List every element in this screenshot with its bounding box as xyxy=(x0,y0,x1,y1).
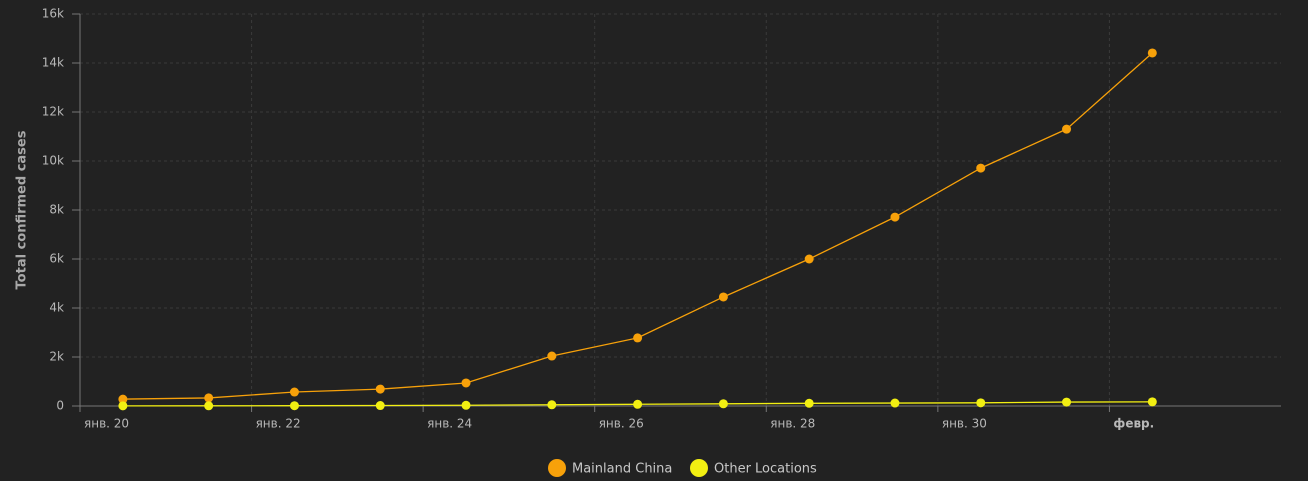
y-tick-label: 14k xyxy=(42,56,64,70)
point xyxy=(118,394,128,404)
point xyxy=(289,401,299,411)
legend-marker xyxy=(548,459,566,477)
point xyxy=(804,254,814,264)
y-tick-label: 16k xyxy=(42,7,64,21)
point xyxy=(547,400,557,410)
y-tick-label: 4k xyxy=(49,301,64,315)
point xyxy=(633,333,643,343)
y-tick-label: 0 xyxy=(56,399,64,413)
point xyxy=(976,163,986,173)
x-tick-label: янв. 28 xyxy=(770,417,815,431)
point xyxy=(375,384,385,394)
x-tick-label: янв. 22 xyxy=(256,417,301,431)
y-tick-label: 8k xyxy=(49,203,64,217)
point xyxy=(204,393,214,403)
y-tick-label: 10k xyxy=(42,154,64,168)
point xyxy=(1147,48,1157,58)
point xyxy=(718,399,728,409)
point xyxy=(375,401,385,411)
y-tick-label: 12k xyxy=(42,105,64,119)
point xyxy=(1062,397,1072,407)
point xyxy=(804,398,814,408)
point xyxy=(461,400,471,410)
point xyxy=(289,387,299,397)
x-tick-label: янв. 20 xyxy=(84,417,129,431)
series-line xyxy=(122,52,1153,400)
point xyxy=(547,351,557,361)
point xyxy=(204,401,214,411)
y-tick-label: 2k xyxy=(49,350,64,364)
point xyxy=(1147,397,1157,407)
point xyxy=(890,212,900,222)
x-tick-label: янв. 24 xyxy=(427,417,472,431)
point xyxy=(1062,124,1072,134)
x-tick-label: янв. 26 xyxy=(599,417,644,431)
y-tick-label: 6k xyxy=(49,252,64,266)
legend-marker xyxy=(690,459,708,477)
x-tick-label: февр. xyxy=(1113,417,1154,431)
legend-label: Other Locations xyxy=(714,462,817,477)
point xyxy=(718,292,728,302)
point xyxy=(461,378,471,388)
legend-label: Mainland China xyxy=(572,462,672,477)
point xyxy=(976,398,986,408)
point xyxy=(118,401,128,411)
point xyxy=(633,399,643,409)
y-axis-title: Total confirmed cases xyxy=(15,130,30,289)
x-tick-label: янв. 30 xyxy=(942,417,987,431)
point xyxy=(890,398,900,408)
